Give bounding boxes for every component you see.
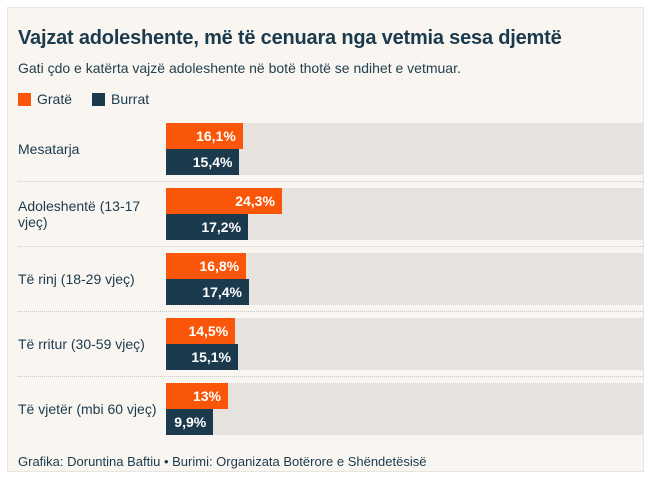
bar-value-label: 16,8% xyxy=(199,258,240,274)
bar-grate: 16,8% xyxy=(166,253,247,279)
category-label: Të rritur (30-59 vjeç) xyxy=(18,336,145,352)
category-label: Të rinj (18-29 vjeç) xyxy=(18,271,135,287)
bar-value-label: 16,1% xyxy=(196,128,236,144)
chart-row: Të vjetër (mbi 60 vjeç) 13% 9,9% xyxy=(18,377,643,441)
bar-grate: 13% xyxy=(166,383,228,409)
category-label: Adoleshentë (13-17 vjeç) xyxy=(18,198,141,230)
bar-value-label: 17,2% xyxy=(201,219,242,235)
bar-value-label: 14,5% xyxy=(188,323,229,339)
category-label: Mesatarja xyxy=(18,141,80,157)
legend: Gratë Burrat xyxy=(18,91,633,107)
category-label: Të vjetër (mbi 60 vjeç) xyxy=(18,401,157,417)
chart-subtitle: Gati çdo e katërta vajzë adoleshente në … xyxy=(18,60,461,76)
chart-row: Adoleshentë (13-17 vjeç) 24,3% 17,2% xyxy=(18,182,643,247)
chart-title: Vajzat adoleshente, më të cenuara nga ve… xyxy=(18,27,562,49)
bar-track: 14,5% 15,1% xyxy=(166,318,643,370)
bar-value-label: 15,1% xyxy=(191,349,232,365)
bar-burrat: 17,4% xyxy=(166,279,249,305)
bar-burrat: 17,2% xyxy=(166,214,249,240)
legend-item-grate: Gratë xyxy=(18,91,72,107)
legend-label: Burrat xyxy=(111,91,150,107)
bar-grate: 14,5% xyxy=(166,318,236,344)
bar-burrat: 9,9% xyxy=(166,409,214,435)
bar-track: 13% 9,9% xyxy=(166,383,643,435)
legend-swatch-burrat xyxy=(92,92,106,106)
chart-card: Vajzat adoleshente, më të cenuara nga ve… xyxy=(7,7,644,472)
bar-value-label: 17,4% xyxy=(202,284,242,300)
chart-row: Të rritur (30-59 vjeç) 14,5% 15,1% xyxy=(18,312,643,377)
bar-track: 16,8% 17,4% xyxy=(166,253,643,305)
chart-rows: Mesatarja 16,1% 15,4% Adoleshentë (13-17 vj… xyxy=(8,117,643,441)
bar-value-label: 9,9% xyxy=(174,414,207,430)
bar-track: 24,3% 17,2% xyxy=(166,188,643,240)
chart-footer: Grafika: Doruntina Baftiu • Burimi: Orga… xyxy=(18,454,427,469)
bar-grate: 24,3% xyxy=(166,188,282,214)
bar-value-label: 15,4% xyxy=(192,154,233,170)
bar-burrat: 15,1% xyxy=(166,344,239,370)
chart-row: Të rinj (18-29 vjeç) 16,8% 17,4% xyxy=(18,247,643,312)
bar-track: 16,1% 15,4% xyxy=(166,123,643,175)
bar-value-label: 24,3% xyxy=(235,193,275,209)
legend-item-burrat: Burrat xyxy=(92,91,149,107)
bar-burrat: 15,4% xyxy=(166,149,240,175)
legend-swatch-grate xyxy=(18,92,31,106)
chart-row: Mesatarja 16,1% 15,4% xyxy=(18,117,643,182)
legend-label: Gratë xyxy=(37,91,73,107)
bar-value-label: 13% xyxy=(192,388,221,404)
bar-grate: 16,1% xyxy=(166,123,243,149)
